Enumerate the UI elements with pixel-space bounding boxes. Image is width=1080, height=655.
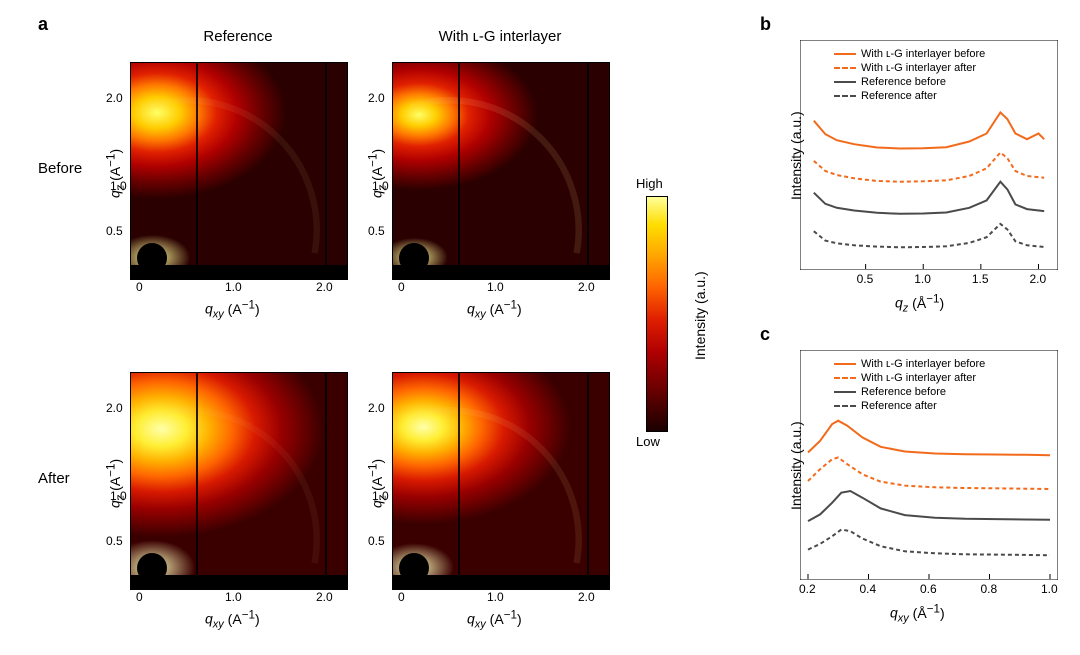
- chart-c-x-label: qxy (Å−1): [890, 602, 945, 624]
- chart-b-y-label: Intensity (a.u.): [788, 111, 804, 200]
- heatmap-int-before: [392, 62, 610, 280]
- heat-vline: [587, 63, 589, 279]
- legend-row: With ʟ-G interlayer after: [834, 62, 976, 74]
- x-tick: 1.0: [487, 280, 504, 294]
- legend-row: Reference after: [834, 90, 937, 102]
- panel-label-b: b: [760, 14, 771, 35]
- legend-text: Reference before: [861, 386, 946, 398]
- chart-c-y-label: Intensity (a.u.): [788, 421, 804, 510]
- x-tick: 0.5: [857, 272, 874, 286]
- legend-row: Reference before: [834, 76, 946, 88]
- legend-row: With ʟ-G interlayer before: [834, 358, 985, 370]
- y-tick: 2.0: [368, 91, 385, 105]
- x-tick: 2.0: [578, 280, 595, 294]
- y-tick: 0.5: [106, 534, 123, 548]
- heat-vline: [325, 63, 327, 279]
- x-tick: 0: [136, 590, 143, 604]
- x-tick: 1.0: [914, 272, 931, 286]
- x-tick: 0.6: [920, 582, 937, 596]
- x-tick: 2.0: [316, 590, 333, 604]
- legend-text: With ʟ-G interlayer before: [861, 358, 985, 370]
- chart-b-svg: [800, 40, 1058, 270]
- legend-text: Reference before: [861, 76, 946, 88]
- colorbar: [646, 196, 668, 432]
- heat-vline: [196, 63, 198, 279]
- heat-vline: [325, 373, 327, 589]
- colorbar-low-label: Low: [636, 434, 660, 449]
- heatmap-ref-before: [130, 62, 348, 280]
- x-tick: 1.0: [225, 590, 242, 604]
- heat-arc: [393, 373, 609, 589]
- legend-text: With ʟ-G interlayer after: [861, 62, 976, 74]
- chart-c-svg: [800, 350, 1058, 580]
- y-tick: 2.0: [106, 401, 123, 415]
- x-tick: 0: [398, 280, 405, 294]
- colorbar-high-label: High: [636, 176, 663, 191]
- x-tick: 0.8: [981, 582, 998, 596]
- legend-text: Reference after: [861, 90, 937, 102]
- y-tick: 2.0: [106, 91, 123, 105]
- x-tick: 1.0: [1041, 582, 1058, 596]
- heat-vline: [196, 373, 198, 589]
- heat-vline: [587, 373, 589, 589]
- x-tick: 2.0: [1029, 272, 1046, 286]
- x-tick: 1.5: [972, 272, 989, 286]
- chart-b: With ʟ-G interlayer before With ʟ-G inte…: [800, 40, 1058, 270]
- figure-root: a b c Reference With ʟ-G interlayer Befo…: [0, 0, 1080, 655]
- legend-row: With ʟ-G interlayer after: [834, 372, 976, 384]
- x-axis-label: qxy (A−1): [205, 608, 260, 630]
- y-tick: 0.5: [106, 224, 123, 238]
- legend-text: With ʟ-G interlayer after: [861, 372, 976, 384]
- panel-label-a: a: [38, 14, 48, 35]
- chart-b-x-label: qz (Å−1): [895, 292, 944, 314]
- x-tick: 0.2: [799, 582, 816, 596]
- y-tick: 1.0: [372, 179, 389, 193]
- heatmap-int-after: [392, 372, 610, 590]
- chart-c: With ʟ-G interlayer before With ʟ-G inte…: [800, 350, 1058, 580]
- x-tick: 0: [398, 590, 405, 604]
- heat-vline: [458, 373, 460, 589]
- y-tick: 1.0: [110, 179, 127, 193]
- legend-text: Reference after: [861, 400, 937, 412]
- y-tick: 1.0: [372, 489, 389, 503]
- x-tick: 2.0: [578, 590, 595, 604]
- x-tick: 1.0: [225, 280, 242, 294]
- legend-row: Reference after: [834, 400, 937, 412]
- heat-arc: [393, 63, 609, 279]
- y-tick: 0.5: [368, 224, 385, 238]
- col-header-reference: Reference: [130, 28, 346, 45]
- row-header-after: After: [38, 470, 70, 487]
- y-tick: 0.5: [368, 534, 385, 548]
- y-tick: 1.0: [110, 489, 127, 503]
- heat-vline: [458, 63, 460, 279]
- colorbar-axis-label: Intensity (a.u.): [692, 271, 708, 360]
- panel-label-c: c: [760, 324, 770, 345]
- legend-text: With ʟ-G interlayer before: [861, 48, 985, 60]
- heat-arc: [131, 373, 347, 589]
- x-tick: 0: [136, 280, 143, 294]
- heatmap-ref-after: [130, 372, 348, 590]
- legend-row: Reference before: [834, 386, 946, 398]
- row-header-before: Before: [38, 160, 82, 177]
- x-tick: 2.0: [316, 280, 333, 294]
- x-axis-label: qxy (A−1): [205, 298, 260, 320]
- x-axis-label: qxy (A−1): [467, 608, 522, 630]
- y-tick: 2.0: [368, 401, 385, 415]
- x-axis-label: qxy (A−1): [467, 298, 522, 320]
- col-header-interlayer: With ʟ-G interlayer: [392, 28, 608, 45]
- x-tick: 0.4: [860, 582, 877, 596]
- legend-row: With ʟ-G interlayer before: [834, 48, 985, 60]
- x-tick: 1.0: [487, 590, 504, 604]
- heat-arc: [131, 63, 347, 279]
